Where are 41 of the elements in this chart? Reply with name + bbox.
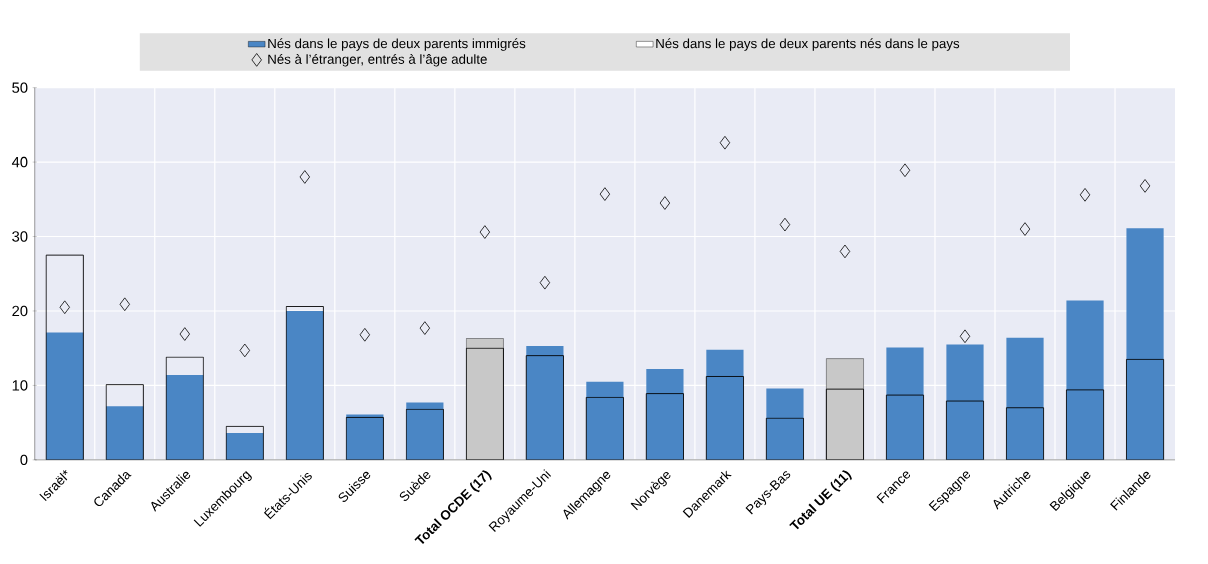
y-tick-label: 10: [12, 380, 28, 391]
point: [839, 244, 851, 259]
legend-label: Nés à l’étranger, entrés à l’âge adulte: [268, 53, 487, 67]
point: [299, 170, 311, 184]
point: [899, 163, 911, 177]
y-tick-label: 0: [20, 454, 28, 465]
bar: [226, 432, 264, 460]
point: [179, 327, 190, 341]
bar: [886, 347, 924, 460]
y-tick-label: 20: [12, 305, 28, 317]
y-tick-label: 50: [12, 82, 28, 93]
bar: [766, 388, 804, 460]
bar: [46, 332, 84, 460]
bar: [1126, 228, 1164, 460]
point: [119, 297, 130, 311]
bar: [166, 374, 204, 460]
point: [359, 327, 371, 342]
point: [959, 329, 971, 343]
point: [1079, 187, 1091, 202]
point: [599, 187, 611, 201]
point: [1139, 178, 1151, 193]
bar: [646, 368, 684, 460]
bar: [946, 344, 984, 460]
y-tick-label: 30: [12, 231, 28, 242]
point: [659, 196, 671, 210]
bar: [106, 406, 144, 460]
bar: [1066, 300, 1104, 460]
y-tick-label: 40: [11, 156, 28, 168]
point: [539, 275, 551, 290]
legend-label: Nés dans le pays de deux parents immigrés: [268, 38, 526, 51]
legend-label: Nés dans le pays de deux parents nés dans le pays: [656, 38, 960, 51]
bar: [1006, 337, 1044, 460]
point: [419, 321, 431, 335]
point: [479, 225, 491, 239]
bar: [706, 349, 744, 460]
point: [239, 343, 250, 358]
point: [779, 217, 791, 232]
point: [59, 300, 70, 314]
point: [1019, 222, 1031, 236]
point: [719, 135, 731, 150]
bar: [586, 381, 624, 460]
